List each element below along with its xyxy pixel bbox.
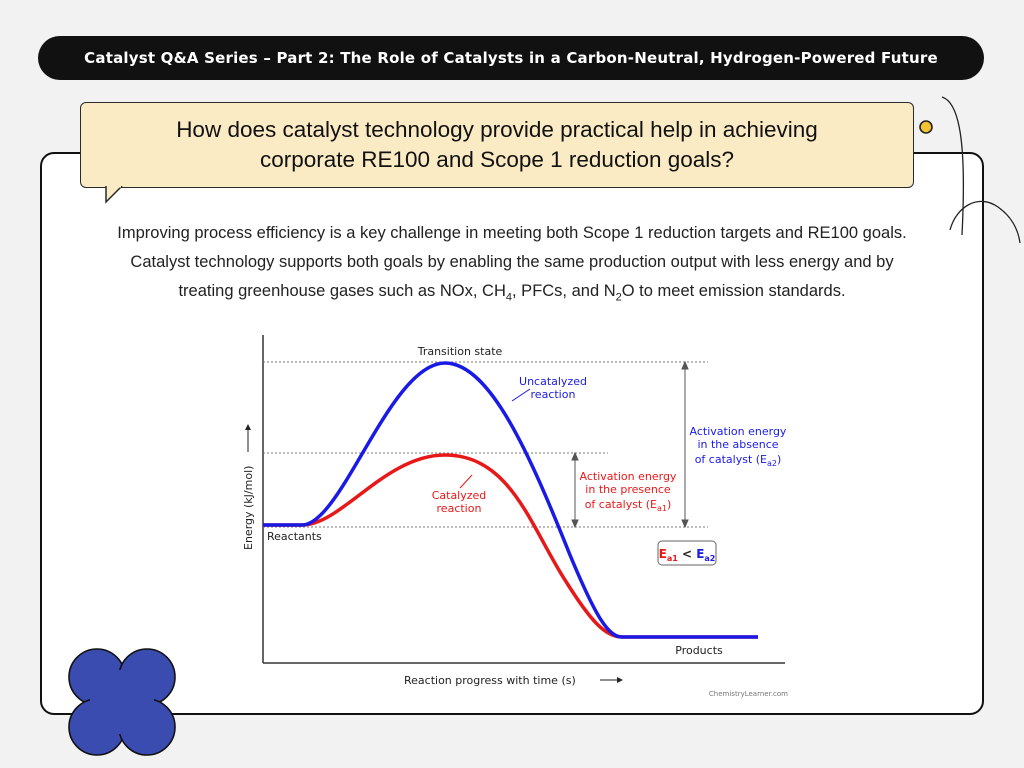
question-line-1: How does catalyst technology provide pra… [176,117,818,142]
question-text: How does catalyst technology provide pra… [176,115,818,175]
uncatalyzed-pointer [511,388,531,402]
content-card [40,152,984,715]
catalyzed-label-2: reaction [437,502,482,515]
ea-uncatalyzed-label-3: of catalyst (Ea2) [695,453,782,468]
ea-catalyzed-label-3: of catalyst (Ea1) [585,498,672,513]
x-axis-title: Reaction progress with time (s) [404,674,576,687]
decorative-flower-icon [68,648,176,756]
ea-uncatalyzed-label-2: in the absence [697,438,778,451]
energy-profile-diagram: Transition state Uncatalyzed reaction Ca… [242,335,788,698]
transition-state-label: Transition state [417,345,503,358]
catalyzed-reaction-curve [263,453,758,639]
series-title-bar: Catalyst Q&A Series – Part 2: The Role o… [38,36,984,80]
credit-label: ChemistryLearner.com [709,690,788,698]
series-title: Catalyst Q&A Series – Part 2: The Role o… [84,49,938,67]
decorative-curves-icon [919,96,1021,244]
catalyzed-label-1: Catalyzed [432,489,487,502]
uncatalyzed-label-1: Uncatalyzed [519,375,587,388]
catalyzed-pointer [459,474,473,489]
x-axis-arrow [600,677,623,683]
ea-comparison-text: Ea1 < Ea2 [659,547,716,563]
ea-catalyzed-label-2: in the presence [585,483,671,496]
ea-comparison-box [657,540,717,566]
products-label: Products [675,644,723,657]
ea-uncatalyzed-label-1: Activation energy [690,425,787,438]
paragraph-line-2: Catalyst technology supports both goals … [130,253,894,271]
paragraph-line-3: treating greenhouse gases such as NOx, C… [178,282,846,304]
uncatalyzed-label-2: reaction [531,388,576,401]
explanation-paragraph: Improving process efficiency is a key ch… [60,219,964,312]
ea-catalyzed-label-1: Activation energy [580,470,677,483]
speech-tail-icon [105,186,123,204]
svg-text:Energy (kJ/mol): Energy (kJ/mol) [242,466,255,550]
ea-catalyzed-arrow [571,451,579,529]
question-line-2: corporate RE100 and Scope 1 reduction go… [259,147,735,172]
reactants-label: Reactants [267,530,322,543]
uncatalyzed-reaction-curve [263,361,758,639]
question-bubble: How does catalyst technology provide pra… [80,102,914,188]
paragraph-line-1: Improving process efficiency is a key ch… [117,224,907,242]
ea-uncatalyzed-arrow [681,360,689,529]
y-axis-title: Energy (kJ/mol) [242,424,255,550]
